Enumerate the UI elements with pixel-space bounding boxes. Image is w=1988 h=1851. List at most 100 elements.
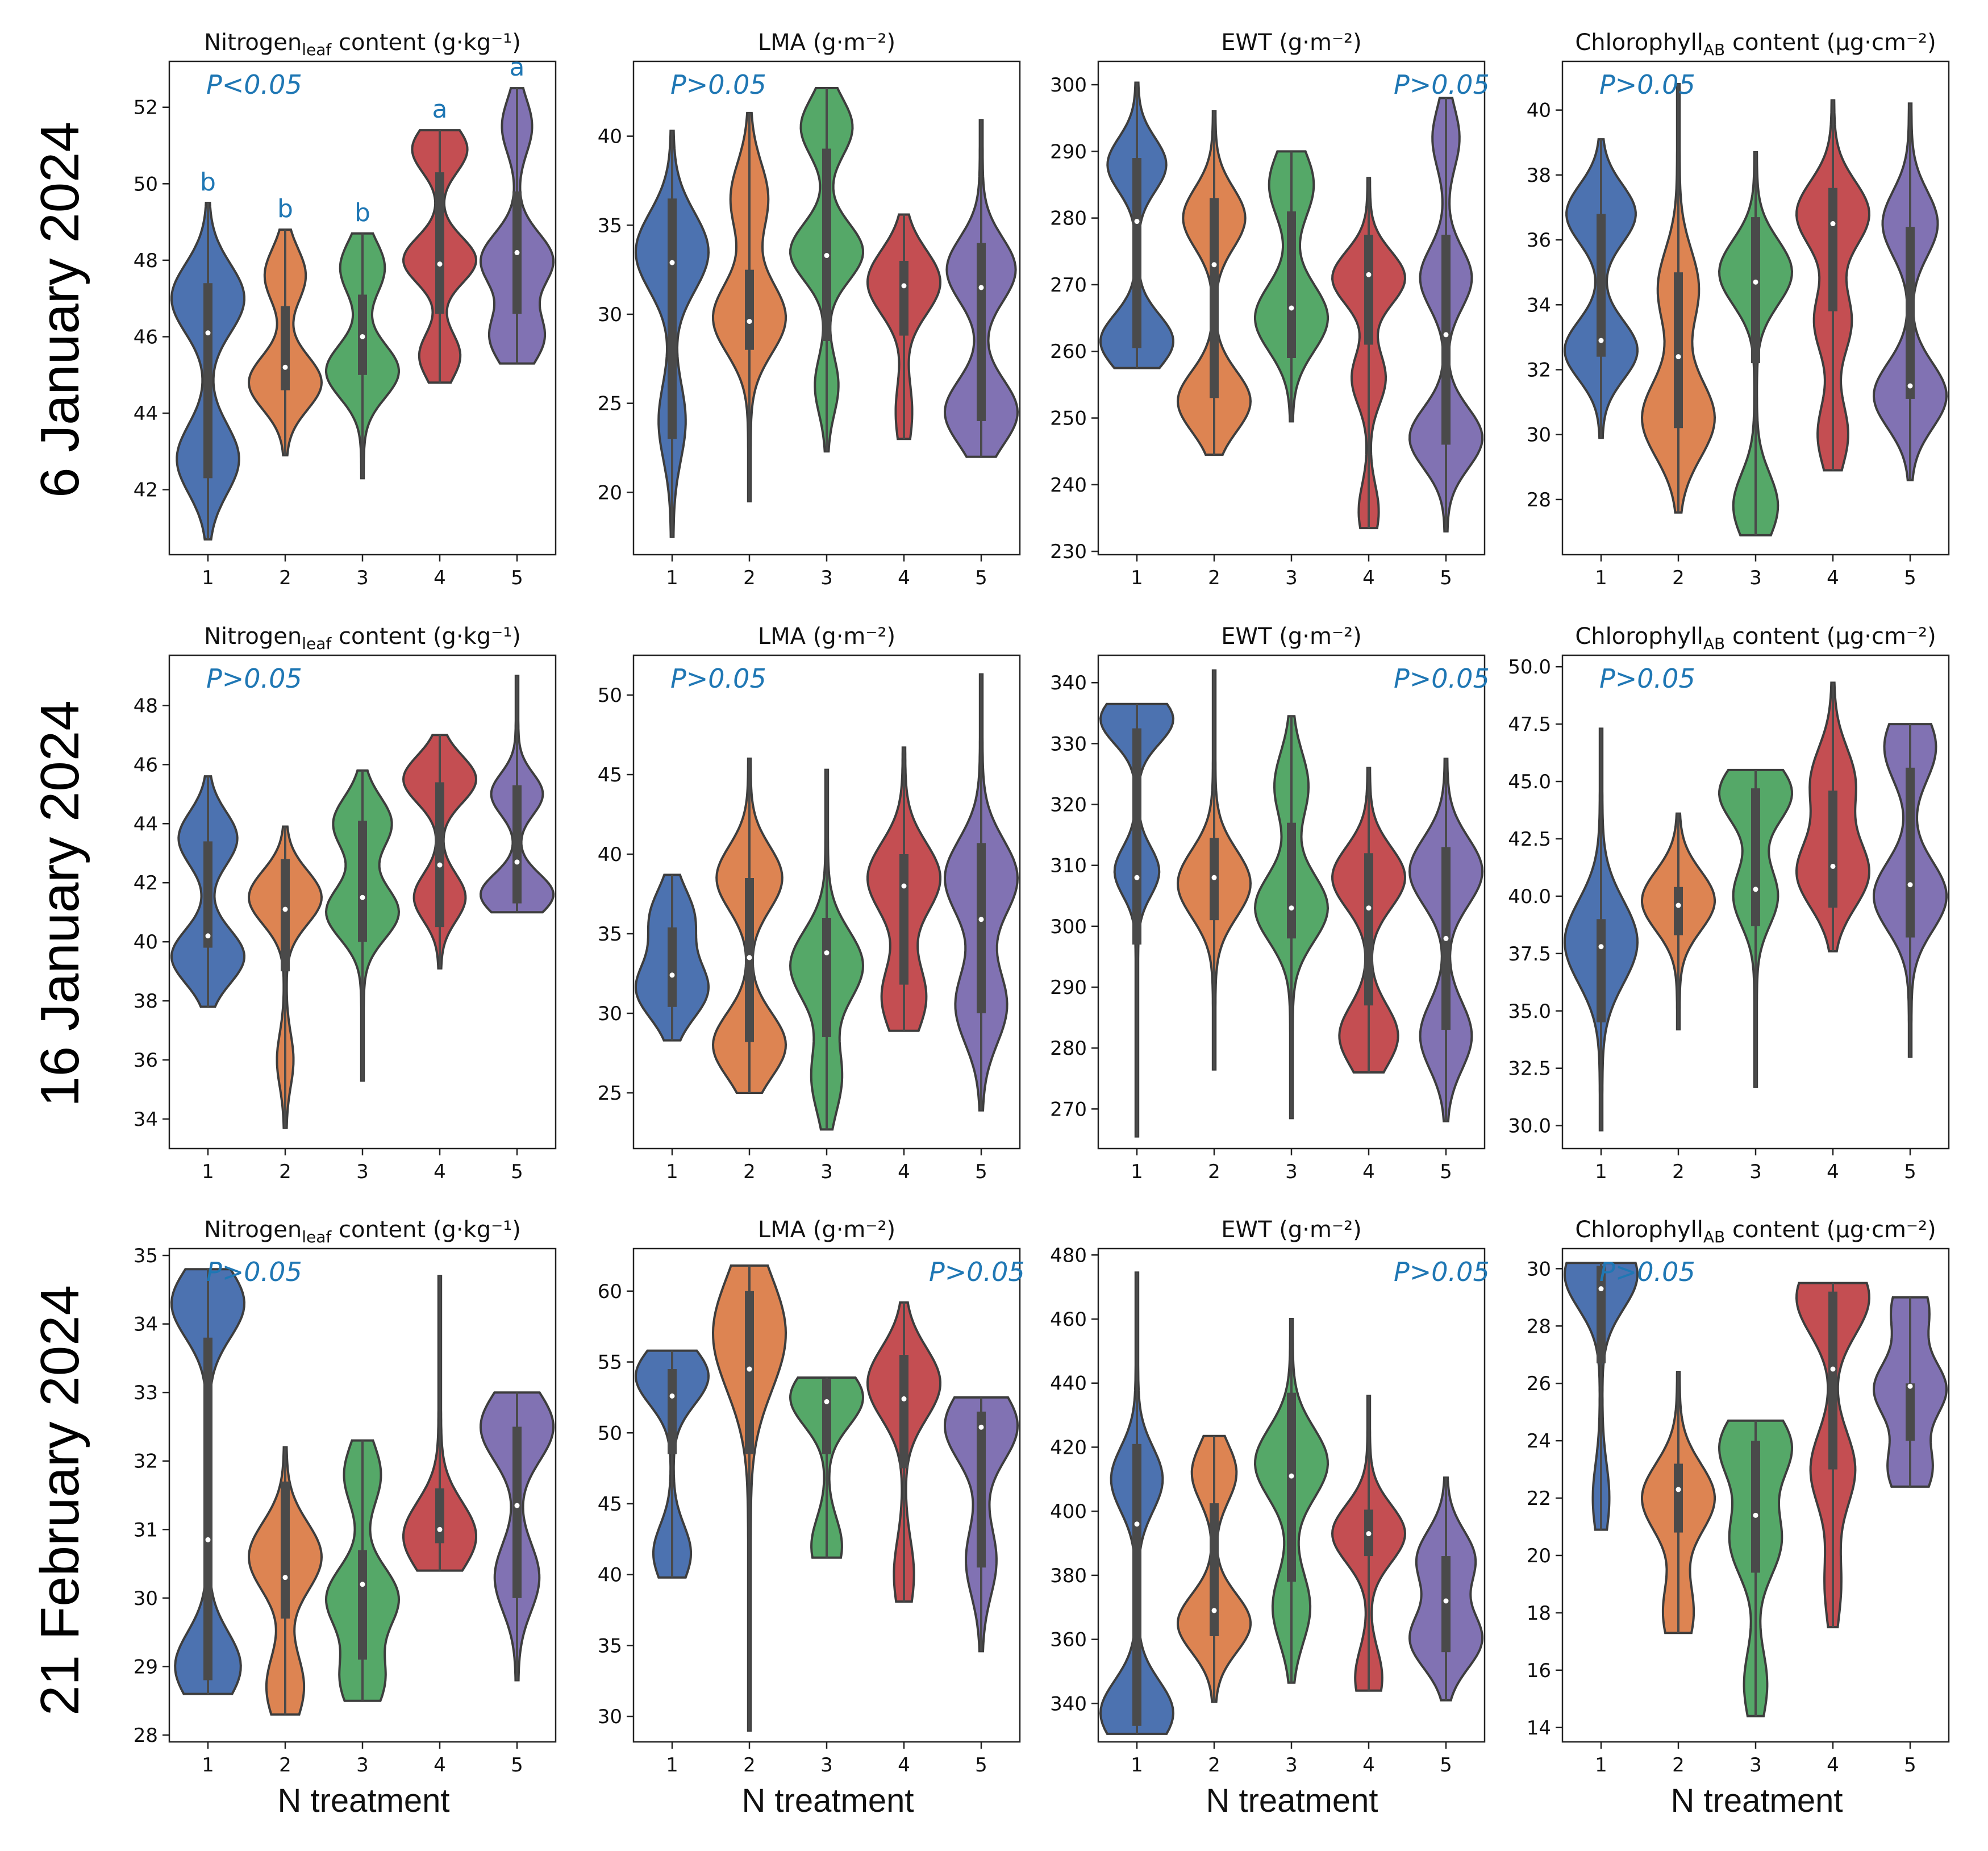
subplot-2: LMA (g·m⁻²) 20 25 30 35 40 1 2 3 4 5 P>0.05 [598, 30, 1021, 589]
x-tick-label: 3 [1749, 567, 1762, 589]
x-tick-label: 3 [356, 567, 369, 589]
p-value-annotation: P<0.05 [206, 69, 302, 100]
p-value-annotation: P>0.05 [929, 1257, 1025, 1287]
median-dot-treatment-1 [1134, 1521, 1140, 1527]
iqr-box-treatment-1 [668, 1369, 677, 1454]
median-dot-treatment-2 [1211, 1608, 1217, 1613]
y-tick-label: 330 [1050, 733, 1087, 755]
iqr-box-treatment-2 [1674, 272, 1683, 429]
median-dot-treatment-3 [360, 895, 365, 900]
x-tick-label: 5 [1440, 567, 1452, 589]
x-tick-label: 5 [1440, 1160, 1452, 1183]
subplot-title: ChlorophyllAB content (µg·cm⁻²) [1575, 623, 1936, 653]
median-dot-treatment-5 [1907, 1383, 1913, 1389]
x-tick-label: 1 [202, 1160, 214, 1183]
y-tick-label: 380 [1050, 1565, 1087, 1587]
x-tick-label: 1 [1595, 567, 1607, 589]
x-tick-label: 3 [356, 1754, 369, 1777]
y-tick-label: 35 [598, 1634, 622, 1657]
y-tick-label: 420 [1050, 1436, 1087, 1459]
iqr-box-treatment-2 [745, 1291, 754, 1454]
iqr-box-treatment-3 [1287, 822, 1296, 939]
y-tick-label: 22 [1527, 1487, 1551, 1510]
y-tick-label: 29 [134, 1655, 158, 1678]
iqr-box-treatment-4 [1828, 791, 1837, 908]
x-tick-label: 1 [666, 1160, 678, 1183]
x-tick-label: 5 [1904, 1754, 1916, 1777]
x-tick-label: 1 [1131, 567, 1143, 589]
y-tick-label: 30 [1527, 1258, 1551, 1280]
y-tick-label: 300 [1050, 74, 1087, 97]
median-dot-treatment-5 [1907, 882, 1913, 888]
significance-letter-treatment-2: b [277, 194, 293, 223]
median-dot-treatment-4 [437, 1526, 443, 1532]
iqr-box-treatment-2 [281, 1481, 290, 1619]
x-tick-label: 1 [202, 1754, 214, 1777]
iqr-box-treatment-2 [281, 306, 290, 390]
iqr-box-treatment-3 [1751, 1441, 1760, 1573]
median-dot-treatment-1 [1598, 338, 1604, 343]
median-dot-treatment-1 [669, 260, 675, 265]
y-tick-label: 30 [1527, 424, 1551, 447]
median-dot-treatment-2 [1676, 1487, 1681, 1492]
iqr-box-treatment-4 [1364, 234, 1373, 345]
iqr-box-treatment-5 [977, 843, 986, 1013]
x-tick-label: 1 [1595, 1160, 1607, 1183]
y-tick-label: 20 [598, 481, 622, 504]
median-dot-treatment-4 [437, 862, 443, 868]
y-tick-label: 280 [1050, 1037, 1087, 1060]
x-tick-label: 2 [1672, 1160, 1685, 1183]
x-tick-label: 4 [898, 1160, 910, 1183]
iqr-box-treatment-5 [977, 1411, 986, 1568]
median-dot-treatment-5 [514, 859, 520, 865]
subplot-1: Nitrogenleaf content (g·kg⁻¹)42444648505… [134, 30, 557, 589]
y-tick-label: 35 [598, 923, 622, 946]
y-tick-label: 42 [134, 479, 158, 502]
median-dot-treatment-1 [669, 972, 675, 978]
iqr-box-treatment-1 [1597, 919, 1606, 1022]
y-tick-label: 35 [598, 214, 622, 237]
median-dot-treatment-5 [978, 917, 984, 922]
subplot-title: Nitrogenleaf content (g·kg⁻¹) [204, 30, 521, 59]
x-tick-label: 2 [279, 567, 291, 589]
y-tick-label: 38 [134, 990, 158, 1013]
median-dot-treatment-5 [978, 1424, 984, 1430]
y-tick-label: 32.5 [1508, 1058, 1551, 1080]
x-tick-label: 3 [1749, 1754, 1762, 1777]
y-tick-label: 44 [134, 402, 158, 425]
iqr-box-treatment-4 [435, 1488, 444, 1544]
x-tick-label: 4 [434, 1754, 446, 1777]
y-tick-label: 34 [134, 1313, 158, 1336]
median-dot-treatment-2 [282, 364, 288, 370]
x-tick-label: 3 [1285, 567, 1298, 589]
x-tick-label: 1 [1131, 1754, 1143, 1777]
p-value-annotation: P>0.05 [1394, 69, 1490, 100]
median-dot-treatment-2 [282, 1575, 288, 1580]
y-tick-label: 250 [1050, 407, 1087, 430]
y-tick-label: 24 [1527, 1430, 1551, 1453]
y-tick-label: 44 [134, 813, 158, 835]
median-dot-treatment-2 [282, 906, 288, 912]
x-tick-label: 5 [975, 1754, 987, 1777]
y-tick-label: 240 [1050, 474, 1087, 497]
subplot-8: ChlorophyllAB content (µg·cm⁻²) 30.0 32.5 3… [1508, 623, 1950, 1183]
y-tick-label: 48 [134, 694, 158, 717]
y-tick-label: 35.0 [1508, 1000, 1551, 1023]
p-value-annotation: P>0.05 [670, 663, 766, 694]
y-tick-label: 42 [134, 872, 158, 895]
x-tick-label: 2 [1208, 567, 1220, 589]
y-tick-label: 25 [598, 393, 622, 415]
y-tick-label: 28 [1527, 1315, 1551, 1338]
y-tick-label: 20 [1527, 1545, 1551, 1567]
y-tick-label: 28 [134, 1724, 158, 1747]
subplot-title: Nitrogenleaf content (g·kg⁻¹) [204, 1217, 521, 1246]
iqr-box-treatment-5 [512, 785, 522, 904]
x-tick-label: 5 [975, 567, 987, 589]
median-dot-treatment-5 [1443, 935, 1449, 941]
y-tick-label: 360 [1050, 1629, 1087, 1652]
y-tick-label: 400 [1050, 1500, 1087, 1523]
median-dot-treatment-5 [1443, 1598, 1449, 1604]
xlabel-col-1: N treatment [277, 1782, 450, 1819]
